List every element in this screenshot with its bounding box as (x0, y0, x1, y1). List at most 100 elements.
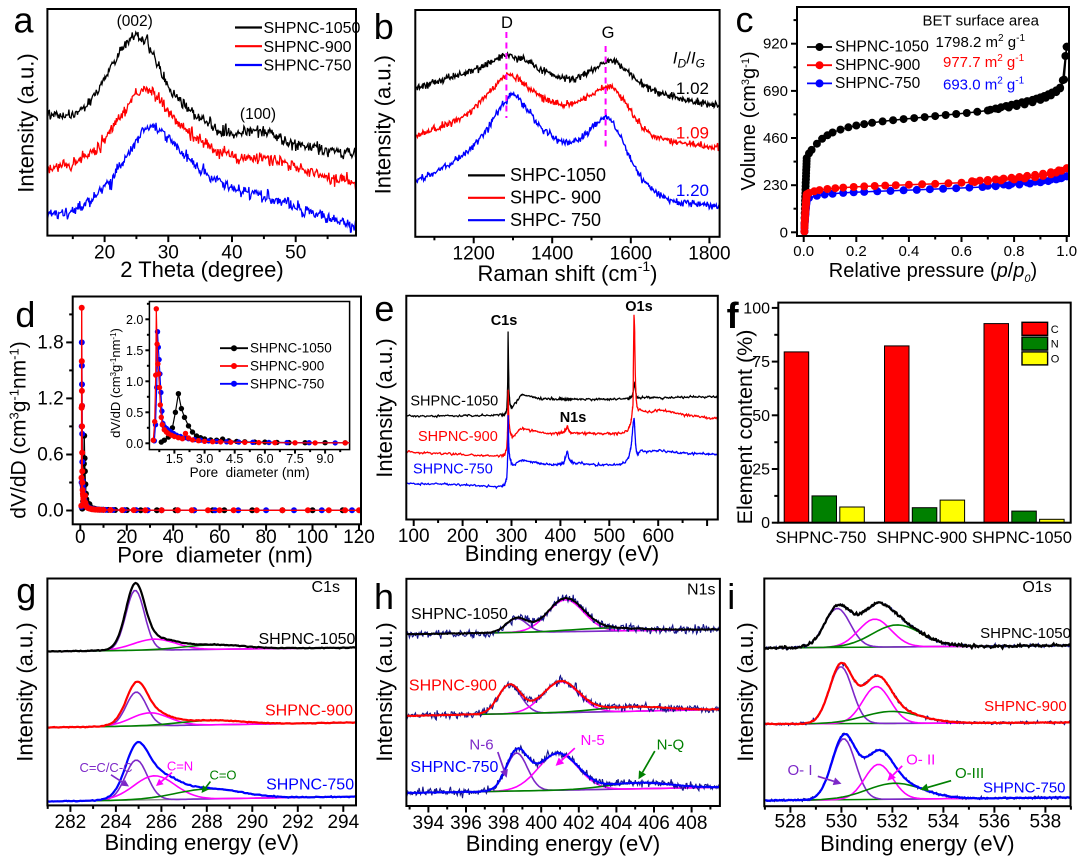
svg-text:f: f (727, 295, 740, 336)
svg-text:Relative pressure (p/p0): Relative pressure (p/p0) (829, 260, 1037, 285)
svg-text:0.6: 0.6 (37, 445, 63, 466)
svg-text:SHPNC-750: SHPNC-750 (250, 376, 324, 391)
svg-text:SHPNC-900: SHPNC-900 (418, 429, 498, 445)
svg-text:40: 40 (221, 242, 242, 263)
svg-text:SHPNC-1050: SHPNC-1050 (972, 529, 1072, 547)
svg-text:406: 406 (638, 813, 670, 834)
svg-text:294: 294 (327, 812, 359, 833)
svg-text:394: 394 (413, 813, 445, 834)
svg-text:a: a (14, 0, 35, 40)
svg-text:538: 538 (1030, 812, 1062, 833)
svg-text:Binding energy (eV): Binding energy (eV) (104, 830, 298, 855)
svg-text:460: 460 (763, 130, 788, 147)
svg-text:Element content (%): Element content (%) (733, 330, 757, 525)
svg-text:1400: 1400 (531, 244, 573, 265)
svg-text:Binding energy (eV): Binding energy (eV) (820, 831, 1014, 856)
svg-text:534: 534 (928, 812, 960, 833)
svg-text:SHPNC-1050: SHPNC-1050 (835, 39, 929, 56)
svg-text:400: 400 (545, 526, 577, 547)
svg-text:O- I: O- I (788, 762, 813, 779)
svg-text:O-III: O-III (955, 765, 984, 782)
svg-text:1.02: 1.02 (676, 79, 709, 98)
svg-text:Volume (cm3g-1): Volume (cm3g-1) (738, 51, 760, 190)
svg-text:398: 398 (488, 813, 520, 834)
svg-text:2.0: 2.0 (126, 313, 143, 327)
svg-text:286: 286 (146, 812, 178, 833)
svg-text:0.5: 0.5 (126, 406, 143, 420)
svg-text:Raman shift (cm-1): Raman shift (cm-1) (478, 258, 658, 286)
svg-text:100: 100 (743, 300, 770, 317)
svg-text:282: 282 (55, 812, 87, 833)
svg-text:290: 290 (236, 812, 268, 833)
svg-text:SHPC- 750: SHPC- 750 (510, 210, 601, 230)
svg-text:Intensity (a.u.): Intensity (a.u.) (14, 53, 39, 192)
svg-text:0.8: 0.8 (1004, 243, 1025, 260)
svg-text:0.0: 0.0 (793, 243, 814, 260)
svg-text:Intensity (a.u.): Intensity (a.u.) (372, 338, 397, 477)
svg-text:1.8: 1.8 (37, 332, 63, 353)
svg-text:SHPNC-1050: SHPNC-1050 (250, 341, 332, 356)
svg-text:600: 600 (642, 526, 674, 547)
svg-text:1.20: 1.20 (676, 181, 709, 200)
svg-text:292: 292 (282, 812, 314, 833)
svg-text:N-5: N-5 (581, 732, 605, 749)
svg-text:SHPNC-1050: SHPNC-1050 (980, 625, 1071, 642)
svg-text:O1s: O1s (625, 299, 652, 315)
svg-text:C=N: C=N (167, 758, 193, 773)
svg-text:SHPNC-900: SHPNC-900 (876, 529, 967, 547)
svg-text:SHPNC-750: SHPNC-750 (776, 529, 867, 547)
svg-text:dV/dD (cm3g-1nm-1): dV/dD (cm3g-1nm-1) (108, 328, 123, 438)
svg-text:O: O (1051, 354, 1060, 366)
svg-text:1.2: 1.2 (37, 388, 63, 409)
svg-text:60: 60 (209, 527, 230, 548)
svg-text:100: 100 (297, 527, 329, 548)
svg-text:0.2: 0.2 (846, 243, 867, 260)
svg-text:C=C/C-C: C=C/C-C (79, 760, 132, 775)
svg-text:N1s: N1s (687, 582, 715, 599)
svg-text:536: 536 (979, 812, 1011, 833)
svg-text:b: b (374, 6, 394, 47)
svg-text:N-Q: N-Q (657, 737, 685, 754)
svg-text:690: 690 (763, 83, 788, 100)
svg-text:SHPNC-1050: SHPNC-1050 (258, 631, 355, 648)
svg-text:SHPNC-1050: SHPNC-1050 (411, 606, 508, 623)
svg-text:N1s: N1s (560, 410, 587, 426)
svg-text:0.0: 0.0 (126, 437, 143, 451)
svg-text:40: 40 (163, 527, 184, 548)
svg-text:6.0: 6.0 (256, 452, 273, 466)
svg-text:920: 920 (763, 36, 788, 53)
svg-text:75: 75 (752, 354, 770, 371)
svg-text:SHPNC-750: SHPNC-750 (983, 779, 1066, 796)
svg-text:0: 0 (780, 224, 788, 241)
svg-text:530: 530 (826, 812, 858, 833)
svg-text:0: 0 (761, 515, 770, 532)
svg-text:20: 20 (116, 527, 137, 548)
svg-text:288: 288 (191, 812, 223, 833)
svg-text:BET surface area: BET surface area (923, 13, 1040, 30)
svg-text:25: 25 (752, 462, 770, 479)
svg-text:120: 120 (343, 527, 375, 548)
svg-text:532: 532 (877, 812, 909, 833)
svg-text:50: 50 (285, 242, 306, 263)
svg-text:4.5: 4.5 (226, 452, 243, 466)
svg-text:1798.2 m2 g-1: 1798.2 m2 g-1 (936, 33, 1026, 51)
svg-text:977.7 m2 g-1: 977.7 m2 g-1 (943, 53, 1025, 71)
svg-text:h: h (374, 576, 394, 617)
svg-text:300: 300 (496, 526, 528, 547)
svg-text:2 Theta (degree): 2 Theta (degree) (120, 257, 283, 282)
svg-text:Intensity (a.u.): Intensity (a.u.) (372, 622, 397, 761)
svg-text:N: N (1051, 339, 1059, 351)
svg-text:SHPNC-750: SHPNC-750 (413, 462, 493, 478)
svg-text:SHPNC-900: SHPNC-900 (265, 703, 353, 720)
svg-text:N-6: N-6 (469, 737, 493, 754)
svg-text:Binding energy (eV): Binding energy (eV) (466, 831, 660, 856)
svg-text:50: 50 (752, 408, 770, 425)
svg-text:1200: 1200 (453, 244, 495, 265)
svg-text:9.0: 9.0 (316, 452, 333, 466)
svg-text:c: c (736, 0, 754, 40)
svg-text:SHPNC-900: SHPNC-900 (835, 57, 921, 74)
svg-text:SHPNC-1050: SHPNC-1050 (410, 394, 498, 410)
svg-text:Intensity (a.u.): Intensity (a.u.) (13, 622, 38, 761)
svg-text:SHPNC-900: SHPNC-900 (984, 698, 1067, 715)
svg-text:SHPNC-750: SHPNC-750 (410, 759, 498, 776)
